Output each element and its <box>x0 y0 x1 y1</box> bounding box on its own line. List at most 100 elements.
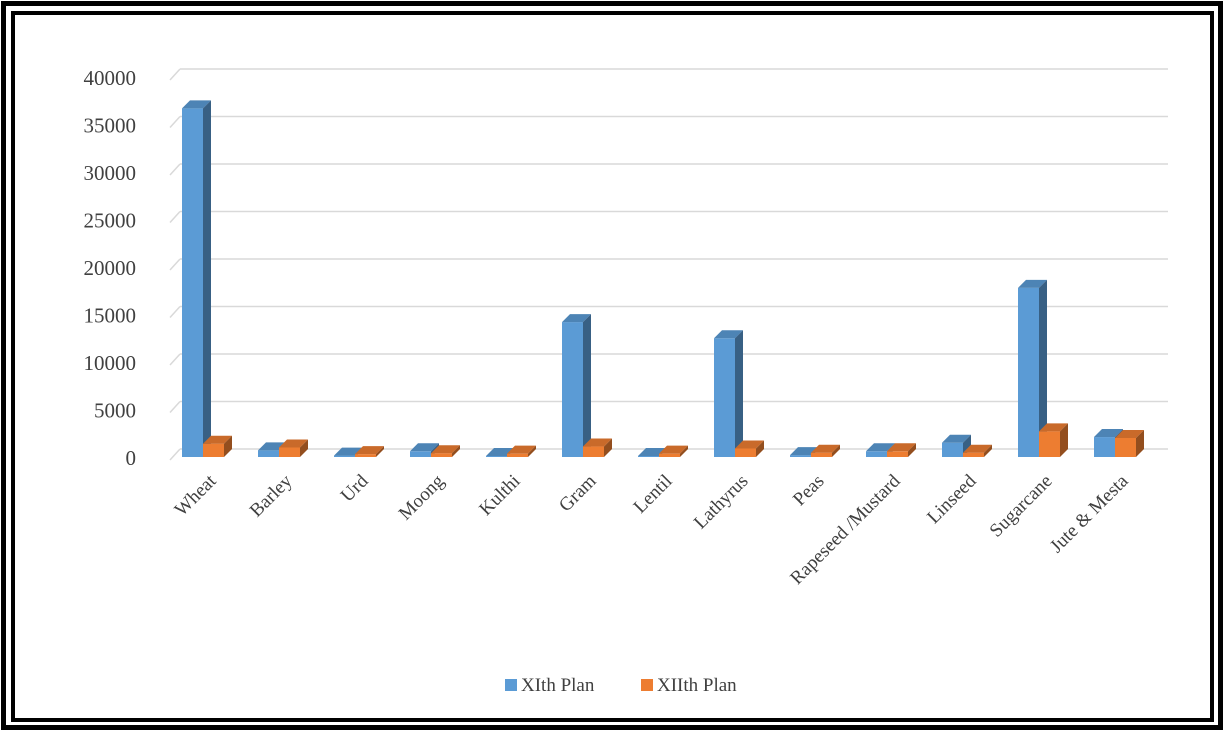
bar <box>1018 279 1047 457</box>
y-tick-label: 20000 <box>84 256 137 280</box>
bars <box>182 100 1144 457</box>
bar-side <box>680 445 688 457</box>
bar-front <box>887 451 908 457</box>
bar-top <box>942 434 971 443</box>
bar-front <box>562 322 583 457</box>
x-axis-ticks: Wheat Barley Urd Moong Kulthi Gram Lentil Lathy… <box>171 470 1133 589</box>
bar-top <box>1039 423 1068 432</box>
bar-front <box>334 455 355 457</box>
x-tick-label: Kulthi <box>475 471 524 520</box>
legend-item: XIIth Plan <box>641 675 737 696</box>
bar-front <box>355 454 376 457</box>
bar-front <box>1115 438 1136 457</box>
bar-front <box>714 338 735 457</box>
x-tick-label: Lathyrus <box>690 471 753 534</box>
gridline-diag <box>169 258 181 271</box>
bar-side <box>1039 279 1047 457</box>
bar-side <box>604 438 612 457</box>
bar <box>355 446 384 457</box>
bar <box>182 100 211 457</box>
bar-top <box>963 444 992 453</box>
x-tick-label: Jute & Mesta <box>1046 470 1133 557</box>
bar-front <box>279 447 300 457</box>
bar <box>507 445 536 457</box>
bar-top <box>735 440 764 449</box>
bar <box>735 440 764 457</box>
x-tick-label: Wheat <box>171 470 221 520</box>
bar-top <box>714 330 743 339</box>
gridlines <box>169 68 1168 461</box>
bar <box>811 444 840 457</box>
legend-swatch <box>641 679 653 691</box>
y-tick-label: 40000 <box>84 66 137 90</box>
bar-top <box>507 445 536 454</box>
bar-top <box>182 100 211 109</box>
bar-side <box>203 100 211 457</box>
bar-front <box>942 442 963 457</box>
bar-front <box>790 455 811 457</box>
bar-front <box>182 108 203 457</box>
bar-side <box>528 445 536 457</box>
bar <box>1039 423 1068 457</box>
bar <box>583 438 612 457</box>
bar-side <box>832 444 840 457</box>
legend: XIth Plan XIIth Plan <box>505 675 737 696</box>
bar-top <box>1094 429 1123 438</box>
bar-top <box>431 445 460 454</box>
bar-front <box>811 452 832 457</box>
x-tick-label: Linseed <box>923 470 981 528</box>
y-tick-label: 30000 <box>84 161 137 185</box>
y-tick-label: 15000 <box>84 304 137 328</box>
gridline-diag <box>169 210 181 224</box>
gridline-diag <box>169 305 181 319</box>
y-tick-label: 25000 <box>84 209 137 233</box>
bar <box>279 439 308 457</box>
gridline-diag <box>169 68 181 81</box>
bar-top <box>887 443 916 452</box>
bar-side <box>908 443 916 457</box>
gridline-diag <box>169 163 181 176</box>
bar-top <box>1018 279 1047 288</box>
x-tick-label: Urd <box>337 470 373 506</box>
gridline-diag <box>169 448 181 461</box>
bar <box>1115 430 1144 457</box>
bar <box>659 445 688 457</box>
bar-front <box>735 448 756 457</box>
bar-side <box>583 314 591 457</box>
bar-front <box>583 446 604 457</box>
y-tick-label: 0 <box>126 446 137 470</box>
x-tick-label: Gram <box>555 471 601 517</box>
bar-front <box>431 453 452 457</box>
bar-front <box>1094 437 1115 457</box>
bar-side <box>300 439 308 457</box>
gridline-diag <box>169 115 181 129</box>
bar-top <box>562 314 591 323</box>
gridline-diag <box>169 400 181 414</box>
bar <box>963 444 992 457</box>
bar-top <box>1115 430 1144 438</box>
bar-front <box>1039 431 1060 457</box>
bar-front <box>866 451 887 457</box>
bar-top <box>279 439 308 448</box>
y-tick-label: 5000 <box>94 399 136 423</box>
bar-top <box>410 443 439 452</box>
bar-front <box>203 443 224 457</box>
bar-top <box>203 435 232 444</box>
bar-side <box>756 440 764 457</box>
bar-front <box>638 456 659 457</box>
bar-top <box>355 446 384 455</box>
legend-label: XIIth Plan <box>657 675 737 696</box>
x-tick-label: Lentil <box>630 471 677 518</box>
bar-top <box>866 443 895 452</box>
legend-item: XIth Plan <box>505 675 595 696</box>
bar-top <box>659 445 688 454</box>
bar <box>431 445 460 457</box>
bar <box>714 330 743 457</box>
bar-side <box>452 445 460 457</box>
x-tick-label: Barley <box>246 470 297 521</box>
bar-top <box>811 444 840 453</box>
bar-front <box>486 456 507 457</box>
bar <box>887 443 916 457</box>
bar <box>562 314 591 457</box>
